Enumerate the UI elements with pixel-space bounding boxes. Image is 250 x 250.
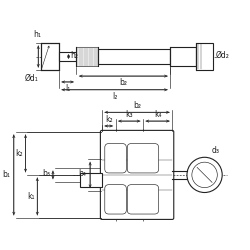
Text: b₂: b₂ [120, 78, 128, 87]
FancyBboxPatch shape [100, 130, 174, 220]
Text: b₄: b₄ [78, 170, 86, 178]
Circle shape [192, 162, 217, 188]
Text: l₁: l₁ [65, 84, 70, 93]
Text: k₃: k₃ [126, 110, 133, 119]
Text: h₂: h₂ [70, 51, 78, 60]
FancyBboxPatch shape [127, 144, 158, 173]
Text: l₂: l₂ [112, 92, 117, 101]
FancyBboxPatch shape [105, 185, 126, 214]
FancyBboxPatch shape [105, 144, 126, 173]
Text: b₃: b₃ [42, 170, 50, 178]
Bar [98, 49, 170, 64]
Text: Ød₂: Ød₂ [215, 51, 229, 60]
Bar [80, 173, 102, 187]
Bar [196, 43, 214, 70]
Text: k₁: k₁ [27, 192, 34, 201]
FancyBboxPatch shape [127, 185, 158, 214]
Circle shape [187, 157, 222, 192]
Text: k₄: k₄ [154, 110, 161, 119]
Bar [59, 52, 76, 62]
Text: k₂: k₂ [105, 115, 112, 124]
Bar [41, 43, 59, 70]
Text: h₁: h₁ [33, 30, 41, 39]
Bar [76, 47, 98, 66]
Text: b₁: b₁ [2, 170, 10, 179]
Text: d₃: d₃ [212, 146, 220, 155]
Bar [170, 47, 196, 66]
Text: b₂: b₂ [133, 101, 141, 110]
Text: Ød₁: Ød₁ [24, 74, 38, 83]
Text: k₂: k₂ [15, 149, 22, 158]
